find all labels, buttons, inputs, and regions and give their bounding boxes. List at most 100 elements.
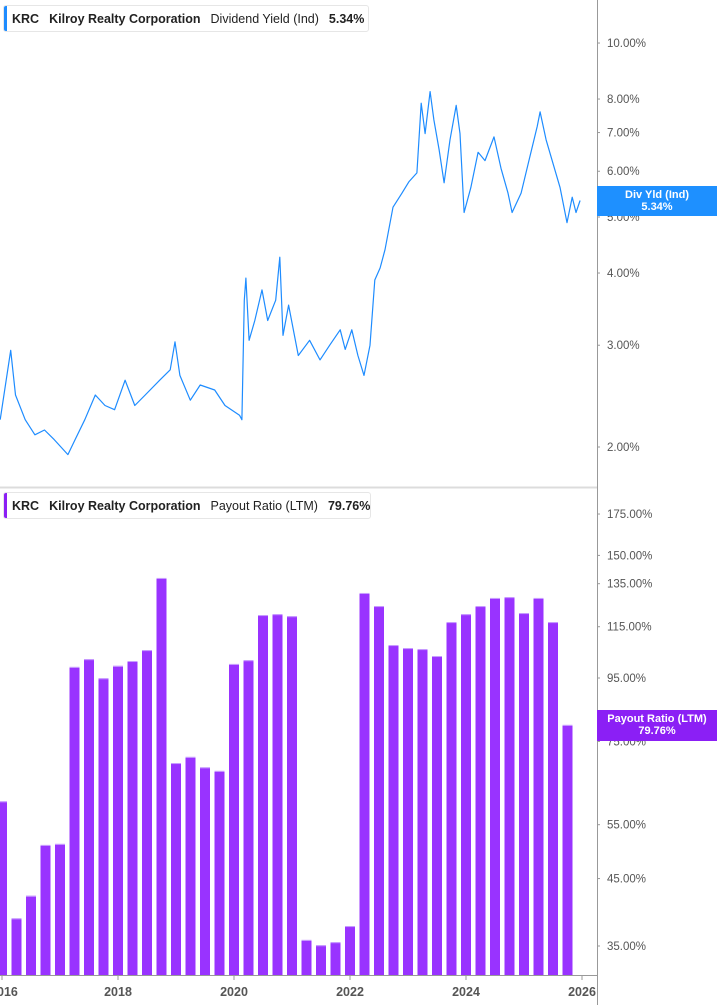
- dividend-yield-line: [0, 90, 581, 456]
- payout-bar-cap: [185, 756, 196, 758]
- payout-bar-cap: [359, 592, 370, 594]
- y-tick-label: 175.00%: [607, 509, 652, 521]
- payout-bar-cap: [432, 656, 442, 658]
- payout-bar: [40, 844, 51, 975]
- payout-bar-cap: [84, 659, 94, 661]
- y-tick-label: 150.00%: [607, 550, 652, 562]
- payout-bar-cap: [345, 926, 355, 928]
- payout-bar-cap: [127, 661, 138, 663]
- payout-bar: [504, 597, 515, 975]
- payout-bar-cap: [388, 645, 399, 647]
- yield-tag-value: 5.34%: [641, 201, 673, 213]
- payout-bar: [214, 770, 225, 975]
- y-tick-label: 2.00%: [607, 442, 640, 454]
- payout-bar-cap: [11, 918, 22, 920]
- x-tick-label: 2022: [336, 985, 364, 999]
- legend-color-swatch: [4, 6, 7, 31]
- y-tick-label: 6.00%: [607, 166, 640, 178]
- legend-ticker: KRC: [12, 11, 40, 26]
- payout-bar: [359, 592, 370, 975]
- payout-bar: [417, 649, 428, 975]
- legend-company: Kilroy Realty Corporation: [49, 498, 201, 513]
- payout-bar-cap: [243, 660, 254, 662]
- legend-metric: Dividend Yield (Ind): [210, 11, 319, 26]
- legend-value: 5.34%: [328, 11, 365, 26]
- payout-bar: [142, 650, 152, 975]
- payout-price-tag: Payout Ratio (LTM) 79.76%: [597, 710, 717, 741]
- payout-bar: [113, 665, 123, 975]
- payout-bar-cap: [229, 663, 239, 665]
- payout-bar-cap: [0, 801, 7, 803]
- payout-tag-label: Payout Ratio (LTM): [607, 713, 707, 725]
- payout-bar: [316, 945, 326, 975]
- payout-bar: [548, 622, 558, 975]
- y-tick-label: 10.00%: [607, 38, 646, 50]
- payout-bar: [432, 656, 442, 975]
- payout-bar-cap: [403, 648, 413, 650]
- payout-bar: [446, 622, 457, 975]
- y-tick-label: 95.00%: [607, 673, 646, 685]
- payout-bar: [475, 606, 486, 975]
- payout-bar: [272, 614, 283, 975]
- bottom-legend: KRC Kilroy Realty Corporation Payout Rat…: [3, 492, 371, 519]
- payout-bar: [26, 895, 36, 975]
- payout-bar-cap: [374, 606, 384, 608]
- legend-metric: Payout Ratio (LTM): [210, 498, 318, 513]
- payout-bar-cap: [461, 614, 471, 616]
- x-tick-label: 2020: [220, 985, 248, 999]
- payout-bar-cap: [142, 650, 152, 652]
- payout-bar: [330, 942, 341, 975]
- payout-bar: [287, 616, 297, 975]
- payout-bar: [127, 661, 138, 975]
- payout-bar-cap: [214, 770, 225, 772]
- payout-bar: [519, 613, 529, 975]
- payout-bar: [98, 678, 109, 975]
- payout-bar: [490, 597, 500, 975]
- payout-bar-cap: [301, 939, 312, 941]
- payout-bar: [243, 660, 254, 975]
- x-tick-label: 2024: [452, 985, 480, 999]
- x-tick-label: 2018: [104, 985, 132, 999]
- y-tick-label: 115.00%: [607, 622, 652, 634]
- payout-bar-cap: [171, 763, 181, 765]
- payout-bar: [11, 918, 22, 975]
- payout-bar: [258, 615, 268, 975]
- y-tick-label: 35.00%: [607, 941, 646, 953]
- y-tick-label: 3.00%: [607, 340, 640, 352]
- payout-bar: [171, 763, 181, 975]
- payout-bar-cap: [287, 616, 297, 618]
- payout-bar: [185, 756, 196, 975]
- y-tick-label: 8.00%: [607, 94, 640, 106]
- payout-bar: [461, 614, 471, 975]
- payout-bar: [156, 577, 167, 975]
- payout-bar-cap: [272, 614, 283, 616]
- yield-tag-label: Div Yld (Ind): [625, 189, 689, 201]
- payout-bar: [84, 659, 94, 975]
- payout-bar-cap: [98, 678, 109, 680]
- y-tick-label: 4.00%: [607, 268, 640, 280]
- payout-bar-cap: [446, 622, 457, 624]
- payout-bar: [229, 663, 239, 975]
- payout-tag-value: 79.76%: [638, 725, 676, 737]
- payout-bar: [301, 939, 312, 975]
- payout-bar: [69, 666, 80, 975]
- payout-bar: [374, 606, 384, 975]
- payout-bar-cap: [490, 597, 500, 599]
- payout-bar-cap: [519, 613, 529, 615]
- legend-ticker: KRC: [12, 498, 40, 513]
- payout-bar-cap: [40, 844, 51, 846]
- payout-bar: [533, 597, 544, 975]
- legend-value: 79.76%: [327, 498, 371, 513]
- payout-bar: [403, 648, 413, 975]
- payout-bar-cap: [548, 622, 558, 624]
- payout-bar-cap: [200, 767, 210, 769]
- payout-bar: [345, 926, 355, 975]
- payout-bar: [388, 645, 399, 975]
- y-tick-label: 135.00%: [607, 579, 652, 591]
- payout-bar-cap: [258, 615, 268, 617]
- payout-bar-cap: [156, 577, 167, 579]
- y-tick-label: 55.00%: [607, 820, 646, 832]
- y-tick-label: 45.00%: [607, 874, 646, 886]
- payout-bar: [55, 843, 65, 975]
